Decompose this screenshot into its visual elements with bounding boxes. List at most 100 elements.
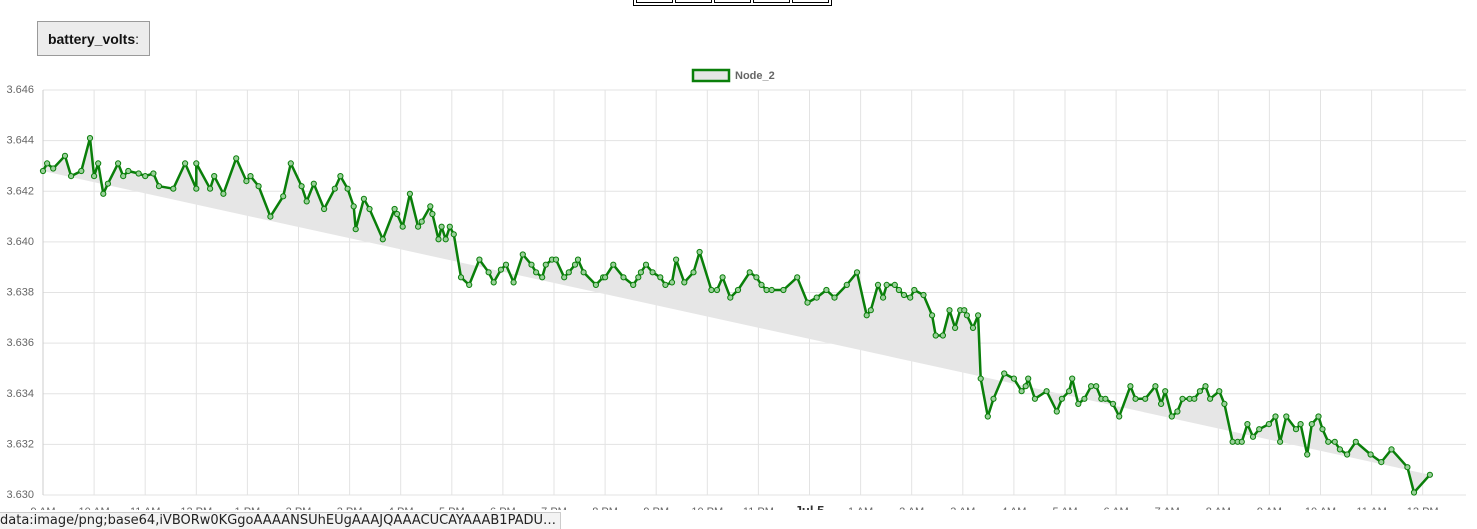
data-point: [86, 135, 94, 142]
data-point: [233, 155, 240, 162]
data-point: [952, 324, 959, 331]
data-point: [768, 286, 775, 294]
x-tick-label: 8 AM: [1206, 506, 1231, 510]
data-point: [1088, 383, 1095, 390]
series-area-node-2: [43, 138, 1430, 493]
data-point: [891, 281, 898, 288]
data-point: [758, 281, 765, 288]
top-toolbar-cell: [753, 0, 790, 3]
data-point: [391, 205, 398, 213]
data-point: [1162, 388, 1169, 395]
legend-label-node-2: Node_2: [735, 70, 775, 82]
data-point: [635, 274, 642, 281]
data-point: [429, 210, 436, 218]
x-tick-label: 5 PM: [439, 506, 465, 510]
data-point: [984, 413, 991, 420]
data-point: [255, 183, 262, 190]
data-point: [929, 312, 936, 319]
data-point: [1277, 438, 1284, 445]
top-toolbar-box: [633, 0, 832, 6]
data-point: [708, 286, 715, 294]
data-point: [1043, 388, 1050, 395]
data-point: [1031, 395, 1039, 402]
top-toolbar-cell: [792, 0, 829, 3]
data-point: [610, 261, 617, 268]
data-point: [657, 274, 664, 281]
data-point: [193, 185, 200, 192]
data-point: [1283, 413, 1290, 420]
x-tick-label: 10 AM: [79, 506, 110, 510]
data-point: [1081, 395, 1088, 402]
data-point: [399, 223, 406, 230]
x-tick-label: 11 PM: [743, 506, 774, 510]
data-point: [142, 173, 149, 180]
data-point: [1404, 464, 1411, 471]
y-tick-label: 3.644: [6, 135, 34, 147]
data-point: [1116, 413, 1123, 420]
y-tick-label: 3.642: [6, 185, 34, 197]
data-point: [907, 294, 914, 301]
data-point: [1388, 446, 1395, 453]
data-point: [120, 173, 127, 180]
x-tick-label: 12 PM: [1407, 506, 1439, 510]
data-point: [662, 281, 669, 288]
data-point: [366, 205, 373, 213]
data-point: [780, 286, 787, 294]
data-point: [867, 307, 874, 314]
data-point: [1331, 438, 1338, 445]
data-point: [303, 198, 310, 205]
data-point: [1244, 421, 1251, 428]
data-point: [1001, 370, 1008, 377]
data-point: [418, 218, 425, 225]
data-point: [485, 269, 492, 276]
data-point: [267, 213, 274, 220]
data-point: [466, 281, 473, 288]
data-point: [542, 261, 549, 268]
x-tick-label: 1 PM: [235, 506, 261, 510]
data-point: [552, 256, 560, 263]
data-point: [150, 170, 157, 177]
data-point: [155, 183, 163, 190]
data-point: [78, 167, 85, 175]
status-bar-url: data:image/png;base64,iVBORw0KGgoAAAANSU…: [0, 512, 562, 529]
data-point: [104, 180, 112, 187]
data-point: [1221, 400, 1228, 407]
data-point: [321, 205, 328, 213]
data-point: [804, 299, 811, 306]
data-point: [442, 236, 449, 243]
y-tick-label: 3.646: [6, 84, 34, 96]
data-point: [211, 173, 218, 180]
data-point: [823, 286, 830, 294]
data-point: [719, 274, 726, 281]
battery-volts-chart: 3.630 3.632 3.634 3.636 3.638 3.640 3.642 3.644…: [6, 68, 1466, 510]
data-point: [1202, 383, 1209, 390]
data-point: [533, 269, 540, 276]
data-point: [1304, 451, 1311, 458]
data-point: [813, 294, 820, 301]
data-point: [642, 261, 650, 268]
data-point: [853, 269, 861, 276]
data-point: [39, 167, 47, 175]
x-tick-label: 5 AM: [1052, 506, 1077, 510]
data-point: [946, 307, 953, 314]
metric-suffix: :: [135, 30, 140, 47]
data-point: [360, 195, 367, 202]
data-point: [68, 173, 75, 180]
data-point: [1109, 400, 1117, 407]
data-point: [100, 190, 107, 197]
data-point: [763, 286, 770, 294]
legend: Node_2: [691, 68, 775, 83]
data-point: [1308, 421, 1315, 428]
data-point: [1344, 451, 1351, 458]
data-point: [182, 160, 189, 167]
data-point: [1010, 375, 1018, 382]
data-point: [519, 251, 526, 258]
data-point: [969, 324, 977, 331]
x-tick-label: 1 AM: [848, 506, 873, 510]
data-point: [394, 210, 401, 218]
metric-select-button[interactable]: battery_volts:: [37, 21, 150, 56]
data-point: [125, 167, 132, 175]
x-tick-label: 7 AM: [1155, 506, 1180, 510]
data-point: [843, 281, 850, 288]
x-tick-label: 9 PM: [643, 506, 669, 510]
